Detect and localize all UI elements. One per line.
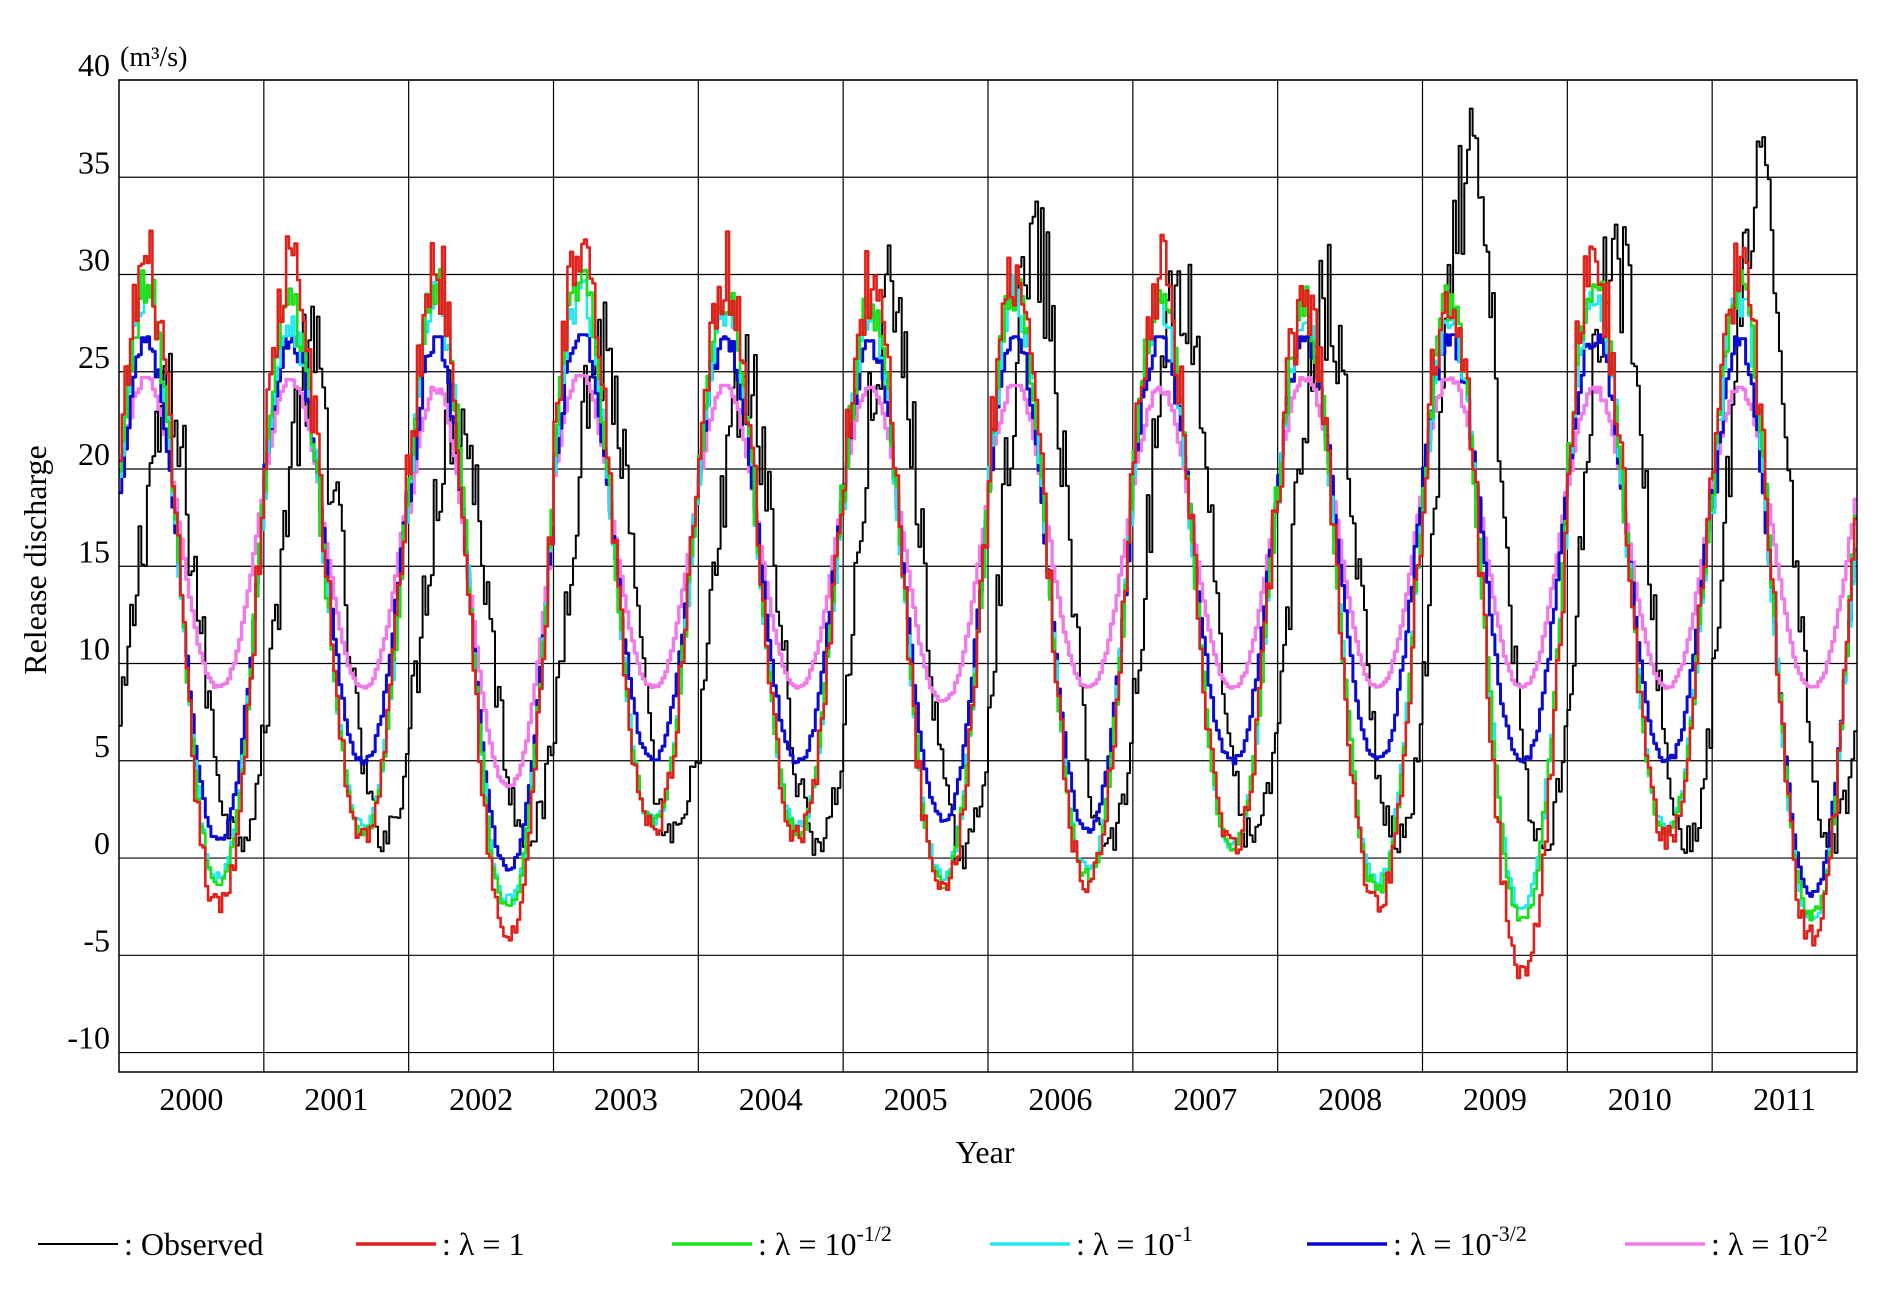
legend-label: : λ = 1 [442,1226,524,1262]
y-tick-label: 10 [78,631,110,667]
x-tick-labels: 2000 2001 2002 2003 2004 2005 2006 2007 2008 2009… [159,1081,1816,1117]
y-unit-label: (m³/s) [120,42,188,73]
x-tick-label: 2006 [1028,1081,1092,1117]
x-tick-label: 2009 [1463,1081,1527,1117]
x-tick-label: 2004 [739,1081,803,1117]
legend: : Observed : λ = 1 : λ = 10-1/2 : λ = 10-1:… [38,1221,1828,1262]
y-tick-label: 35 [78,144,110,180]
y-tick-label: -5 [83,922,110,958]
legend-label: : λ = 10-1/2 [758,1221,892,1262]
y-tick-label: 0 [94,825,110,861]
y-tick-label: -10 [67,1020,110,1056]
y-tick-label: 40 [78,47,110,83]
plot-frame [118,79,1858,1073]
x-tick-label: 2003 [594,1081,658,1117]
x-tick-label: 2010 [1608,1081,1672,1117]
series-lines [119,107,1857,980]
legend-label: : λ = 10-3/2 [1393,1221,1527,1262]
legend-label: : Observed [124,1226,264,1262]
x-tick-label: 2002 [449,1081,513,1117]
x-tick-label: 2001 [304,1081,368,1117]
x-tick-label: 2007 [1173,1081,1237,1117]
series-line-1 [119,229,1857,980]
x-tick-label: 2000 [159,1081,223,1117]
y-tick-label: 20 [78,436,110,472]
plot-area-border [118,79,1858,1073]
legend-label: : λ = 10-2 [1711,1221,1828,1262]
x-tick-label: 2011 [1753,1081,1816,1117]
y-tick-label: 5 [94,728,110,764]
legend-label: : λ = 10-1 [1076,1221,1193,1262]
y-tick-labels: 40 35 30 25 20 15 10 5 0 -5 -10 [67,47,110,1056]
y-axis-title: Release discharge [17,445,53,675]
y-tick-label: 30 [78,242,110,278]
y-tick-label: 15 [78,533,110,569]
gridlines [119,79,1857,1072]
x-tick-label: 2008 [1318,1081,1382,1117]
x-tick-label: 2005 [884,1081,948,1117]
series-line-0 [119,107,1857,870]
x-axis-title: Year [956,1134,1015,1170]
y-tick-label: 25 [78,339,110,375]
